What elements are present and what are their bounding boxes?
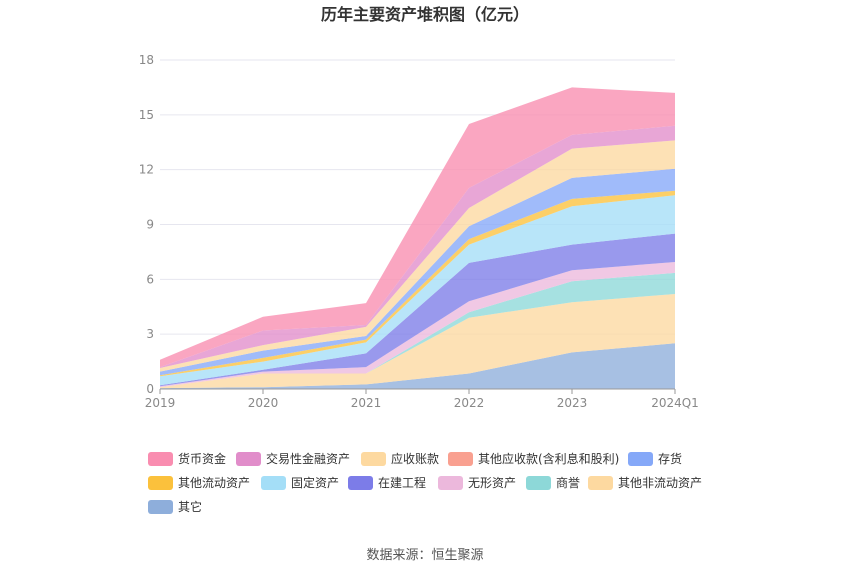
y-tick-label: 18 [139, 53, 154, 67]
legend-swatch [526, 476, 551, 490]
legend-label: 存货 [658, 451, 682, 466]
legend-label: 应收账款 [391, 451, 439, 466]
legend-item[interactable]: 固定资产 [261, 475, 339, 490]
legend-item[interactable]: 在建工程 [348, 475, 426, 490]
y-tick-label: 0 [146, 382, 154, 396]
legend-item[interactable]: 无形资产 [438, 476, 516, 490]
legend-swatch [448, 452, 473, 466]
x-tick-label: 2022 [454, 396, 485, 410]
legend-item[interactable]: 商誉 [526, 475, 580, 490]
legend-swatch [438, 476, 463, 490]
legend-label: 商誉 [556, 475, 580, 490]
legend-item[interactable]: 其他流动资产 [148, 476, 250, 490]
legend-label: 其他非流动资产 [618, 476, 702, 490]
legend-label: 其他流动资产 [178, 476, 250, 490]
area-series [160, 294, 675, 389]
legend-label: 货币资金 [178, 451, 226, 466]
legend-label: 交易性金融资产 [266, 451, 350, 466]
x-tick-label: 2020 [248, 396, 279, 410]
legend-label: 固定资产 [291, 475, 339, 490]
source-note: 数据来源：恒生聚源 [366, 548, 483, 563]
area-series [160, 272, 675, 388]
legend-item[interactable]: 货币资金 [148, 451, 226, 466]
area-series [160, 343, 675, 389]
x-tick-label: 2024Q1 [651, 396, 699, 410]
area-series [160, 195, 675, 386]
legend-swatch [148, 476, 173, 490]
legend-label: 其它 [178, 499, 202, 514]
area-series [160, 140, 675, 372]
y-tick-label: 6 [146, 272, 154, 286]
plot-areas [160, 87, 675, 389]
y-tick-label: 9 [146, 218, 154, 232]
area-series [160, 233, 675, 387]
legend-swatch [361, 452, 386, 466]
chart-title: 历年主要资产堆积图（亿元） [321, 5, 529, 24]
legend-swatch [148, 500, 173, 514]
area-series [160, 168, 675, 376]
legend-item[interactable]: 存货 [628, 451, 682, 466]
legend-item[interactable]: 其它 [148, 499, 202, 514]
x-tick-label: 2023 [557, 396, 588, 410]
legend-swatch [236, 452, 261, 466]
y-tick-label: 12 [139, 163, 154, 177]
legend-swatch [588, 476, 613, 490]
legend-label: 其他应收款(含利息和股利) [478, 451, 619, 466]
legend-label: 在建工程 [378, 475, 426, 490]
legend-swatch [348, 476, 373, 490]
x-tick-label: 2021 [351, 396, 382, 410]
legend-item[interactable]: 应收账款 [361, 451, 439, 466]
legend-label: 无形资产 [468, 476, 516, 490]
y-tick-label: 3 [146, 327, 154, 341]
legend-item[interactable]: 交易性金融资产 [236, 451, 350, 466]
legend-swatch [261, 476, 286, 490]
legend-swatch [148, 452, 173, 466]
area-series [160, 262, 675, 388]
x-tick-label: 2019 [145, 396, 176, 410]
area-series [160, 87, 675, 368]
y-tick-label: 15 [139, 108, 154, 122]
legend-swatch [628, 452, 653, 466]
legend-item[interactable]: 其他非流动资产 [588, 476, 702, 490]
legend-item[interactable]: 其他应收款(含利息和股利) [448, 451, 619, 466]
axes: 0 3 6 9 12 15 18 2019 2020 2021 2022 2023 2024Q1 [139, 53, 699, 410]
